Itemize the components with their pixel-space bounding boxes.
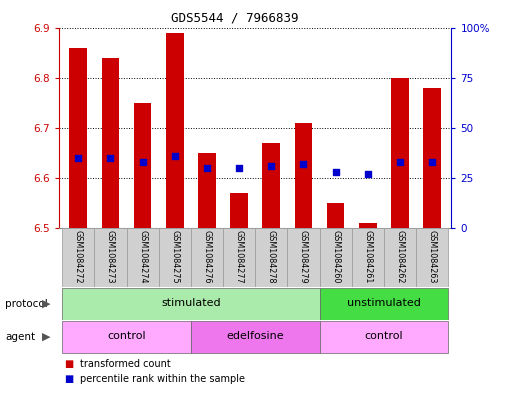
Text: ■: ■ (64, 374, 73, 384)
Text: GSM1084275: GSM1084275 (170, 230, 180, 283)
Bar (384, 228, 416, 287)
Point (106, 155, 114, 161)
Point (171, 152, 179, 159)
Point (331, 169, 340, 175)
Text: agent: agent (5, 332, 35, 342)
Bar (191, 228, 223, 287)
Text: ▶: ▶ (42, 299, 50, 309)
Bar (263, 143, 280, 228)
Bar (127, 228, 159, 287)
Bar (287, 228, 320, 287)
Bar (223, 228, 255, 287)
Text: transformed count: transformed count (80, 358, 170, 369)
Bar (191, 321, 320, 353)
Text: ■: ■ (64, 358, 73, 369)
Bar (423, 88, 441, 228)
Point (203, 165, 211, 171)
Text: GDS5544 / 7966839: GDS5544 / 7966839 (171, 12, 299, 25)
Bar (69, 48, 87, 228)
Bar (255, 228, 287, 287)
Text: GSM1084273: GSM1084273 (106, 230, 115, 283)
Text: ▶: ▶ (42, 332, 50, 342)
Text: GSM1084276: GSM1084276 (203, 230, 211, 283)
Point (364, 171, 372, 177)
Text: GSM1084278: GSM1084278 (267, 230, 276, 283)
Bar (320, 321, 448, 353)
Bar (416, 228, 448, 287)
Bar (198, 153, 216, 228)
Point (235, 165, 243, 171)
Point (74, 155, 83, 161)
Bar (320, 288, 448, 320)
Bar (230, 193, 248, 228)
Bar (359, 223, 377, 228)
Text: GSM1084262: GSM1084262 (396, 230, 404, 283)
Bar (94, 228, 127, 287)
Bar (391, 78, 409, 228)
Text: GSM1084272: GSM1084272 (74, 230, 83, 283)
Text: GSM1084274: GSM1084274 (138, 230, 147, 283)
Bar (327, 203, 345, 228)
Text: GSM1084263: GSM1084263 (428, 230, 437, 283)
Point (396, 159, 404, 165)
Bar (159, 228, 191, 287)
Point (428, 159, 436, 165)
Text: protocol: protocol (5, 299, 48, 309)
Bar (166, 33, 184, 228)
Bar (352, 228, 384, 287)
Text: stimulated: stimulated (161, 298, 221, 308)
Text: control: control (107, 331, 146, 342)
Text: edelfosine: edelfosine (226, 331, 284, 342)
Text: GSM1084260: GSM1084260 (331, 230, 340, 283)
Text: unstimulated: unstimulated (347, 298, 421, 308)
Bar (62, 228, 94, 287)
Bar (102, 58, 120, 228)
Bar (62, 288, 320, 320)
Text: GSM1084277: GSM1084277 (234, 230, 244, 283)
Point (300, 161, 308, 167)
Bar (134, 103, 151, 228)
Text: percentile rank within the sample: percentile rank within the sample (80, 374, 245, 384)
Bar (62, 321, 191, 353)
Bar (294, 123, 312, 228)
Point (267, 163, 275, 169)
Text: GSM1084261: GSM1084261 (363, 230, 372, 283)
Point (139, 159, 147, 165)
Bar (320, 228, 352, 287)
Text: control: control (365, 331, 403, 342)
Text: GSM1084279: GSM1084279 (299, 230, 308, 283)
